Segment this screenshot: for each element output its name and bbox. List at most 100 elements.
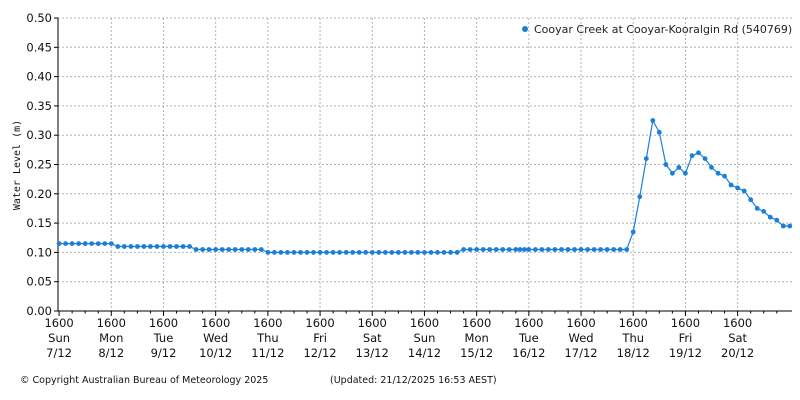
data-point [748, 197, 754, 203]
data-point [174, 244, 179, 249]
data-point [617, 247, 623, 252]
data-point [585, 247, 590, 252]
y-tick-label: 0.45 [26, 40, 52, 54]
data-point [102, 241, 108, 247]
data-point [448, 250, 453, 255]
data-point [702, 156, 708, 162]
data-point [526, 247, 532, 252]
x-tick-label: Sat [728, 331, 747, 345]
data-point [656, 129, 662, 135]
data-point [663, 162, 669, 167]
data-point [213, 247, 219, 252]
x-tick-label: Wed [203, 331, 228, 345]
data-point [624, 247, 630, 252]
data-point [409, 250, 414, 255]
y-tick-label: 0.40 [26, 70, 52, 84]
x-tick-label: Thu [621, 331, 644, 345]
data-point [630, 229, 636, 235]
x-tick-label: Mon [99, 331, 123, 345]
x-tick-label: 8/12 [98, 346, 124, 360]
data-point [356, 250, 362, 255]
chart-legend: Cooyar Creek at Cooyar-Kooralgin Rd (540… [522, 23, 792, 36]
data-point [89, 241, 95, 247]
data-point [559, 247, 564, 252]
data-point [454, 250, 460, 255]
data-point [539, 247, 545, 252]
x-tick-label: 1600 [201, 316, 230, 330]
data-point [787, 223, 793, 229]
y-tick-label: 0.10 [26, 245, 52, 259]
data-point [252, 247, 258, 252]
data-point [311, 250, 316, 255]
data-point [135, 244, 140, 249]
y-tick-label: 0.15 [26, 216, 52, 230]
data-point [461, 247, 466, 252]
chart-grid [58, 17, 792, 311]
data-point [517, 247, 523, 252]
data-point [754, 206, 760, 211]
x-tick-label: Fri [313, 331, 327, 345]
x-tick-label: 19/12 [669, 346, 702, 360]
x-tick-label: Sat [363, 331, 382, 345]
y-tick-labels: 0.00 0.05 0.10 0.15 0.20 0.25 0.30 0.35 0.40 0.45… [26, 11, 52, 318]
x-tick-label: 16/12 [512, 346, 545, 360]
x-tick-label: 13/12 [356, 346, 389, 360]
data-point [95, 241, 101, 247]
x-tick-label: Sun [48, 331, 70, 345]
x-tick-label: 15/12 [460, 346, 493, 360]
updated-text: (Updated: 21/12/2025 16:53 AEST) [330, 375, 497, 386]
data-point [709, 165, 714, 170]
data-point [683, 170, 688, 176]
y-tick-label: 0.35 [26, 99, 52, 113]
data-point [415, 250, 421, 255]
data-point [76, 241, 82, 247]
data-point [643, 156, 649, 162]
data-point [291, 250, 297, 255]
data-point [722, 173, 727, 179]
x-tick-label: Sun [414, 331, 436, 345]
data-point [330, 250, 336, 255]
copyright-text: © Copyright Australian Bureau of Meteoro… [20, 375, 269, 386]
data-point [258, 247, 264, 252]
data-point [128, 244, 134, 249]
x-tick-labels: 1600Sun7/121600Mon8/121600Tue9/121600Wed… [44, 316, 754, 360]
data-point [715, 170, 721, 176]
data-point [226, 247, 232, 252]
data-point [298, 250, 303, 255]
x-tick-label: Wed [569, 331, 594, 345]
data-point [741, 188, 747, 194]
data-point [761, 209, 767, 214]
data-point [200, 247, 206, 252]
data-point [148, 244, 153, 249]
x-tick-label: 1600 [149, 316, 178, 330]
data-point [500, 247, 506, 252]
chart-axes [54, 17, 792, 316]
x-tick-label: 17/12 [564, 346, 597, 360]
x-tick-label: 1600 [619, 316, 648, 330]
data-point [115, 244, 121, 249]
data-point [637, 194, 643, 200]
data-point [767, 214, 773, 220]
data-point [154, 244, 160, 249]
x-tick-label: 1600 [723, 316, 752, 330]
data-point [533, 247, 538, 252]
data-point [670, 170, 675, 176]
data-point [239, 247, 245, 252]
data-point [572, 247, 577, 252]
data-point [493, 247, 499, 252]
data-point [343, 250, 349, 255]
data-point [441, 250, 447, 255]
data-point [121, 244, 127, 249]
data-point [552, 247, 558, 252]
data-point [780, 223, 786, 229]
data-point [676, 165, 682, 170]
data-point [513, 247, 519, 252]
data-point [611, 247, 617, 252]
data-point [689, 153, 695, 159]
data-point [480, 247, 486, 252]
y-tick-label: 0.25 [26, 158, 52, 172]
data-point [304, 250, 310, 255]
data-point [350, 250, 356, 255]
x-tick-label: Fri [679, 331, 693, 345]
